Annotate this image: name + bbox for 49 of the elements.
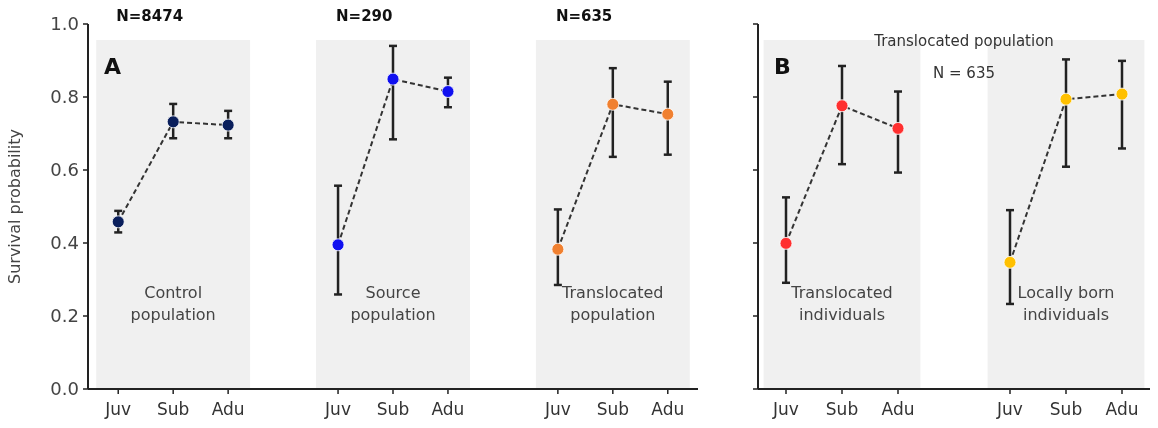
- x-tick-label: Adu: [211, 399, 245, 419]
- text: A: [104, 54, 122, 79]
- point: [111, 215, 125, 229]
- x-tick-label: Sub: [376, 399, 410, 419]
- annotation: N = 635: [933, 64, 995, 82]
- annotation: N=8474: [116, 7, 184, 25]
- x-tick-label: Sub: [157, 399, 190, 419]
- annotation: Control population: [130, 282, 216, 324]
- y-tick-label: 0.4: [50, 232, 79, 253]
- y-tick-label: 0.2: [50, 305, 79, 326]
- annotation: N=290: [336, 7, 393, 25]
- point: [1059, 92, 1073, 106]
- y-axis-title: Survival probability: [5, 129, 24, 284]
- y-tick-label: 1.0: [50, 13, 79, 34]
- text: Translocated population: [873, 32, 1054, 50]
- point: [221, 118, 235, 132]
- annotation: Translocated population: [561, 282, 664, 324]
- point: [606, 97, 620, 111]
- point: [1003, 255, 1017, 269]
- point: [835, 99, 849, 113]
- point: [891, 121, 905, 135]
- point: [1115, 87, 1129, 101]
- annotation: N=635: [555, 7, 613, 25]
- x-tick-label: Adu: [881, 399, 915, 419]
- x-tick-label: Sub: [1049, 399, 1083, 419]
- x-tick-label: Juv: [104, 399, 132, 419]
- x-tick-label: Sub: [825, 399, 859, 419]
- x-tick-label: Adu: [431, 399, 465, 419]
- point: [551, 242, 565, 256]
- text: B: [774, 54, 791, 79]
- x-tick-label: Sub: [596, 399, 629, 419]
- y-tick-label: 0.8: [50, 86, 79, 107]
- point: [166, 115, 180, 129]
- point: [441, 85, 455, 98]
- annotation: Locally born individuals: [1017, 282, 1115, 324]
- x-tick-label: Juv: [996, 399, 1023, 419]
- x-tick-label: Juv: [772, 399, 799, 419]
- annotation: Translocated individuals: [790, 282, 893, 324]
- x-tick-label: Adu: [651, 399, 685, 419]
- point: [779, 236, 793, 250]
- annotation: Source population: [350, 282, 436, 324]
- point: [386, 72, 400, 86]
- y-tick-label: 0.6: [50, 159, 79, 180]
- point: [661, 107, 675, 121]
- x-tick-label: Juv: [543, 399, 571, 419]
- y-tick-label: 0.0: [50, 378, 79, 399]
- point: [331, 238, 345, 252]
- x-tick-label: Juv: [324, 399, 351, 419]
- x-tick-label: Adu: [1105, 399, 1139, 419]
